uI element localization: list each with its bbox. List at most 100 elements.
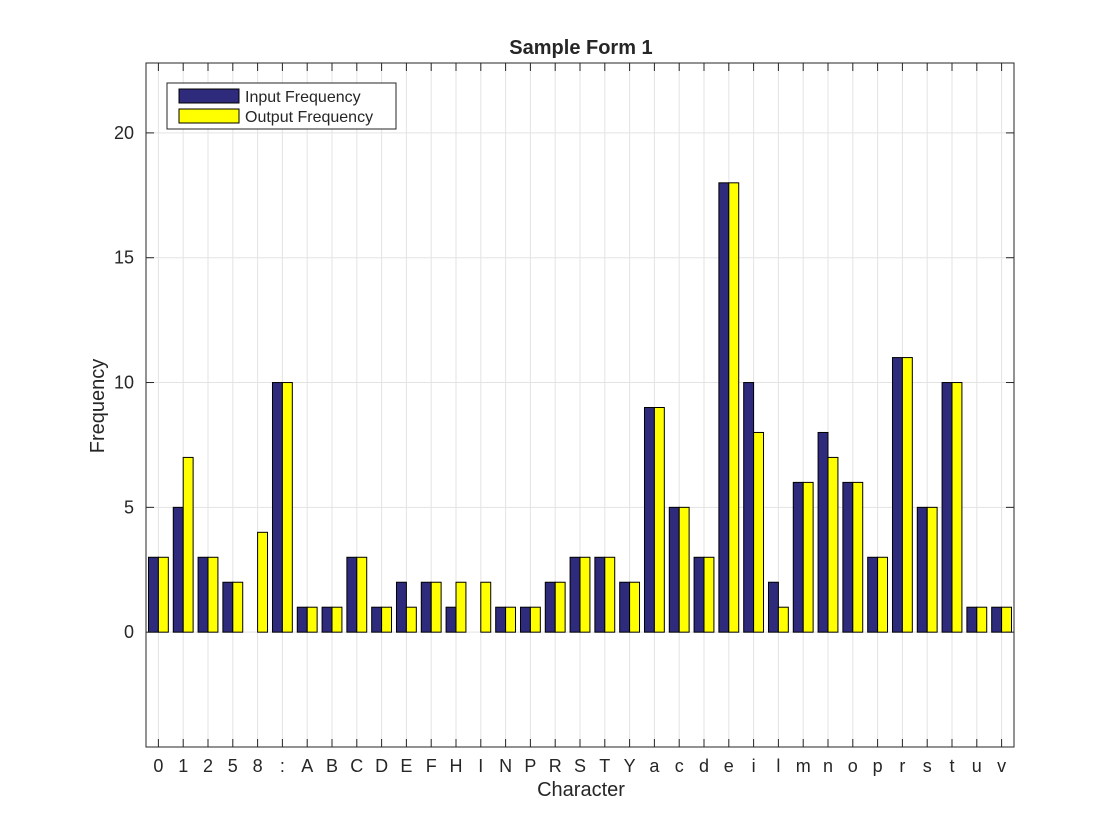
x-tick-label: p	[873, 756, 883, 776]
x-tick-label: 1	[178, 756, 188, 776]
bar-input-9	[371, 606, 383, 633]
bar-input-8	[346, 556, 358, 633]
bar-output-0	[157, 556, 169, 633]
bar-input-29	[867, 556, 879, 633]
legend-label: Input Frequency	[245, 89, 361, 106]
bar-output-9	[381, 606, 393, 633]
bar-input-20	[643, 406, 655, 633]
bar-input-18	[594, 556, 606, 633]
legend: Input Frequency Output Frequency	[166, 82, 397, 130]
bar-output-32	[951, 382, 963, 633]
y-tick-label: 20	[114, 123, 134, 143]
bar-output-10	[405, 606, 417, 633]
x-tick-label: 8	[253, 756, 263, 776]
x-tick-label: B	[326, 756, 338, 776]
bar-output-11	[430, 581, 442, 633]
bar-input-31	[916, 506, 928, 633]
bar-input-1	[172, 506, 184, 633]
bar-output-21	[678, 506, 690, 633]
bar-input-12	[445, 606, 457, 633]
x-tick-label: E	[400, 756, 412, 776]
x-tick-label: Y	[624, 756, 636, 776]
x-tick-label: :	[280, 756, 285, 776]
y-tick-label: 15	[114, 248, 134, 268]
bar-input-19	[619, 581, 631, 633]
x-tick-label: i	[752, 756, 756, 776]
x-tick-label: C	[350, 756, 363, 776]
bar-input-23	[718, 182, 730, 633]
x-tick-label: o	[848, 756, 858, 776]
bar-output-28	[852, 481, 864, 633]
x-tick-label: D	[375, 756, 388, 776]
legend-swatch	[178, 88, 240, 104]
bar-input-25	[767, 581, 779, 633]
bar-output-6	[306, 606, 318, 633]
bar-output-33	[976, 606, 988, 633]
x-tick-label: 0	[153, 756, 163, 776]
bar-input-7	[321, 606, 333, 633]
bar-input-0	[147, 556, 159, 633]
bar-input-27	[817, 431, 829, 633]
x-tick-label: 2	[203, 756, 213, 776]
x-tick-label: 5	[228, 756, 238, 776]
bar-input-15	[519, 606, 531, 633]
bars	[147, 182, 1013, 633]
bar-output-15	[529, 606, 541, 633]
bar-output-17	[579, 556, 591, 633]
bar-output-8	[356, 556, 368, 633]
bar-output-12	[455, 581, 467, 633]
bar-input-30	[891, 357, 903, 633]
x-tick-label: T	[599, 756, 610, 776]
x-tick-label: I	[478, 756, 483, 776]
bar-output-19	[629, 581, 641, 633]
bar-input-34	[991, 606, 1003, 633]
bar-output-14	[505, 606, 517, 633]
bar-input-16	[544, 581, 556, 633]
bar-output-26	[802, 481, 814, 633]
bar-output-24	[753, 431, 765, 633]
bar-input-28	[842, 481, 854, 633]
bar-output-34	[1001, 606, 1013, 633]
bar-output-2	[207, 556, 219, 633]
bar-input-11	[420, 581, 432, 633]
y-axis-label: Frequency	[87, 359, 109, 454]
x-tick-label: N	[499, 756, 512, 776]
x-tick-label: s	[923, 756, 932, 776]
bar-input-24	[743, 382, 755, 633]
bar-input-17	[569, 556, 581, 633]
bar-output-3	[232, 581, 244, 633]
x-tick-label: t	[949, 756, 954, 776]
x-tick-label: A	[301, 756, 313, 776]
x-tick-label: v	[997, 756, 1006, 776]
x-tick-label: S	[574, 756, 586, 776]
x-tick-label: e	[724, 756, 734, 776]
bar-output-13	[480, 581, 492, 633]
bar-output-22	[703, 556, 715, 633]
x-tick-label: H	[450, 756, 463, 776]
x-tick-label: l	[776, 756, 780, 776]
bar-input-33	[966, 606, 978, 633]
x-axis-label: Character	[537, 779, 625, 801]
bar-output-27	[827, 456, 839, 633]
chart-title: Sample Form 1	[509, 37, 652, 59]
bar-input-32	[941, 382, 953, 633]
bar-output-16	[554, 581, 566, 633]
bar-input-14	[495, 606, 507, 633]
bar-output-25	[777, 606, 789, 633]
x-tick-label: u	[972, 756, 982, 776]
bar-input-5	[271, 382, 283, 633]
x-tick-label: r	[899, 756, 905, 776]
bar-output-29	[877, 556, 889, 633]
bar-output-31	[926, 506, 938, 633]
bar-input-26	[792, 481, 804, 633]
bar-output-7	[331, 606, 343, 633]
bar-output-5	[281, 382, 293, 633]
y-tick-label: 0	[124, 622, 134, 642]
x-tick-label: c	[675, 756, 684, 776]
bar-output-1	[182, 456, 194, 633]
y-tick-label: 10	[114, 373, 134, 393]
bar-input-10	[395, 581, 407, 633]
x-tick-label: m	[796, 756, 811, 776]
